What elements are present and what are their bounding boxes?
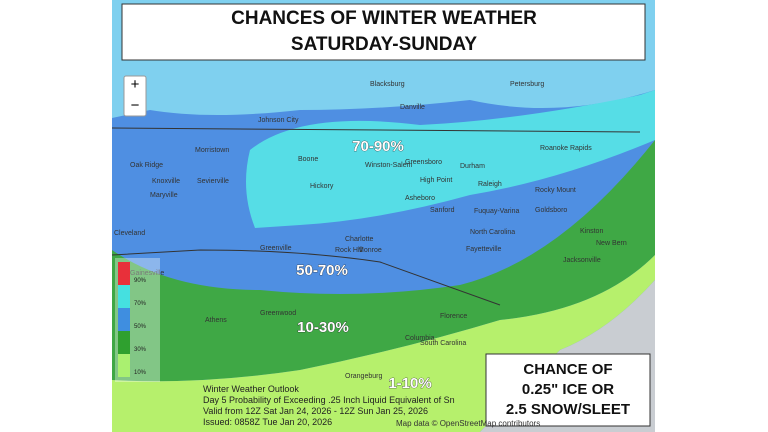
legend-swatch (118, 354, 130, 377)
city-label: Fayetteville (466, 246, 502, 253)
region-10-30 (112, 140, 655, 382)
city-label: Goldsboro (535, 207, 567, 214)
callout-line: 2.5 SNOW/SLEET (506, 401, 630, 418)
legend-label: 30% (134, 347, 147, 353)
city-label: Morristown (195, 147, 229, 154)
city-label: Kinston (580, 228, 603, 235)
zoom-control: + − (123, 75, 147, 117)
city-label: Athens (205, 317, 227, 324)
city-label: Danville (400, 104, 425, 111)
city-label: Greenville (260, 245, 292, 252)
map (112, 0, 655, 432)
legend-label: 10% (134, 370, 147, 376)
band-label: 50-70% (296, 262, 348, 279)
city-label: Monroe (358, 247, 382, 254)
city-label: Maryville (150, 192, 178, 199)
callout-line: CHANCE OF (523, 361, 612, 378)
city-label: Rock Hill (335, 247, 363, 254)
title: SATURDAY-SUNDAY (291, 34, 477, 55)
city-label: Sanford (430, 207, 455, 214)
city-label: Columbia (405, 335, 435, 342)
city-label: South Carolina (420, 340, 466, 347)
city-label: Greensboro (405, 159, 442, 166)
city-label: New Bern (596, 240, 627, 247)
city-label: Hickory (310, 183, 334, 190)
city-label: Florence (440, 313, 467, 320)
title: CHANCES OF WINTER WEATHER (231, 8, 537, 29)
title-box (121, 3, 646, 61)
city-label: Rocky Mount (535, 187, 576, 194)
legend-swatch (118, 262, 130, 285)
legend-label: 90% (134, 278, 147, 284)
zoom-box (123, 75, 147, 117)
city-label: Greenwood (260, 310, 296, 317)
callout-line: 0.25" ICE OR (522, 381, 614, 398)
info-line: Issued: 0858Z Tue Jan 20, 2026 (203, 417, 332, 427)
city-label: Roanoke Rapids (540, 145, 592, 152)
attribution: Map data © OpenStreetMap contributors (396, 419, 540, 428)
info-line: Valid from 12Z Sat Jan 24, 2026 - 12Z Su… (203, 406, 428, 416)
city-label: Raleigh (478, 181, 502, 188)
info-line: Day 5 Probability of Exceeding .25 Inch … (203, 395, 455, 405)
city-label: Gainesville (130, 270, 164, 277)
legend-label: 50% (134, 324, 147, 330)
city-label: Johnson City (258, 117, 299, 124)
band-label: 70-90% (352, 138, 404, 155)
city-label: Orangeburg (345, 373, 382, 380)
info-line: Winter Weather Outlook (203, 384, 299, 394)
legend-label: 70% (134, 301, 147, 307)
city-label: Sevierville (197, 178, 229, 185)
city-label: Fuquay-Varina (474, 208, 520, 215)
city-label: Boone (298, 156, 318, 163)
city-label: Durham (460, 163, 485, 170)
legend-swatch (118, 331, 130, 354)
region-70-90 (246, 90, 655, 228)
legend-swatch (118, 308, 130, 331)
band-label: 1-10% (388, 375, 431, 392)
city-label: Petersburg (510, 81, 544, 88)
city-label: North Carolina (470, 229, 515, 236)
city-label: Cleveland (114, 230, 145, 237)
callout-box (485, 353, 651, 427)
city-label: Blacksburg (370, 81, 405, 88)
city-label: Asheboro (405, 195, 435, 202)
city-label: Oak Ridge (130, 162, 163, 169)
state-borders (112, 127, 641, 306)
city-label: Jacksonville (563, 257, 601, 264)
city-label: Charlotte (345, 236, 374, 243)
city-label: Knoxville (152, 178, 180, 185)
zoom-in[interactable]: + (131, 76, 140, 93)
city-label: High Point (420, 177, 452, 184)
zoom-out[interactable]: − (131, 97, 140, 114)
city-label: Winston-Salem (365, 162, 413, 169)
legend-swatch (118, 285, 130, 308)
band-label: 10-30% (297, 319, 349, 336)
